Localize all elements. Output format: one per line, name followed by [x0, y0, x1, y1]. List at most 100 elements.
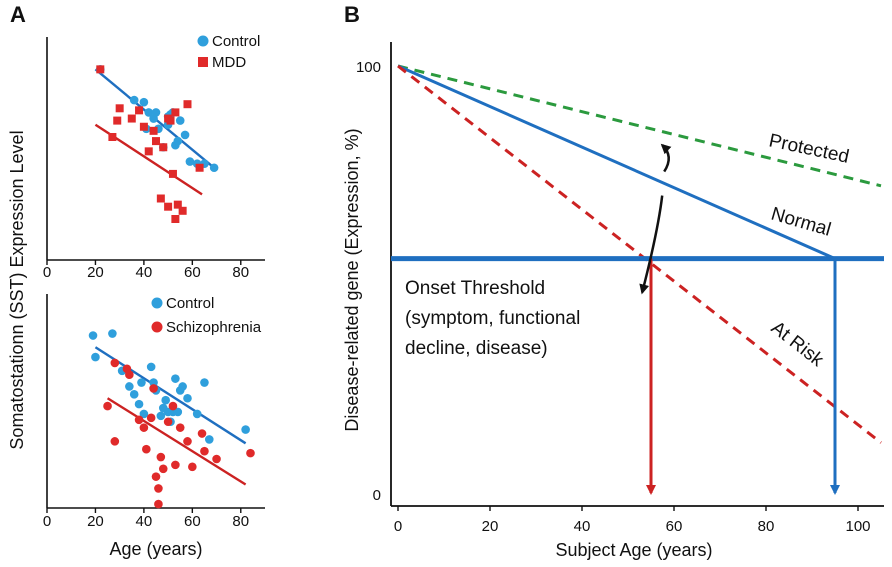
data-point-schizophrenia [246, 448, 255, 458]
data-point-schizophrenia [154, 499, 163, 509]
data-point-mdd [178, 206, 187, 215]
data-point-control [178, 382, 187, 391]
panel-a-ylabel: Somatostationn (SST) Expression Level [7, 130, 27, 449]
chart-schizophrenia: Control Schizophrenia Age (years) 0 20 40 6… [43, 294, 265, 559]
threshold-label-line-2: (symptom, functional [405, 308, 580, 329]
x-tick-label: 60 [184, 264, 201, 281]
data-point-mdd [144, 147, 153, 156]
data-point-schizophrenia [158, 464, 168, 474]
data-point-control [137, 378, 146, 387]
data-point-mdd [166, 116, 175, 125]
data-point-mdd [156, 194, 165, 203]
data-point-schizophrenia [168, 401, 178, 411]
x-axis-label-subject-age: Subject Age (years) [555, 540, 712, 560]
data-point-control [183, 393, 192, 403]
trend-line-control [94, 346, 247, 445]
y-tick-label: 100 [356, 59, 381, 76]
data-point-control [171, 374, 180, 383]
data-point-mdd [171, 108, 180, 117]
data-point-schizophrenia [171, 460, 180, 470]
data-point-control [139, 409, 149, 419]
data-point-mdd [173, 200, 182, 209]
data-point-control [185, 157, 195, 166]
shift-arrow-down [639, 195, 664, 295]
data-point-control [173, 136, 183, 146]
legend-schizophrenia-label: Schizophrenia [166, 319, 262, 336]
data-point-control [204, 435, 214, 444]
data-point-control [151, 108, 161, 117]
data-point-schizophrenia [151, 472, 161, 481]
data-point-control [149, 378, 158, 387]
x-tick-label: 40 [136, 513, 153, 530]
data-point-schizophrenia [188, 462, 197, 472]
x-axis-label-age: Age (years) [109, 539, 202, 559]
data-point-mdd [195, 163, 204, 172]
data-point-control [241, 425, 250, 434]
data-point-control [144, 108, 154, 117]
threshold-label-line-1: Onset Threshold [405, 278, 545, 299]
data-point-control [161, 395, 170, 405]
legend-mdd-label: MDD [212, 54, 246, 71]
data-point-control [129, 390, 139, 399]
data-point-control [108, 329, 117, 338]
data-point-schizophrenia [142, 444, 151, 454]
x-tick-label: 40 [136, 264, 153, 281]
data-point-control [129, 95, 139, 105]
data-point-control [156, 411, 166, 421]
y-axis-label-expression: Disease-related gene (Expression, %) [342, 128, 362, 431]
series-label-at-risk: At Risk [767, 317, 828, 371]
x-tick-label: 100 [845, 518, 870, 535]
data-point-control [180, 130, 190, 140]
data-point-mdd [139, 122, 148, 131]
data-point-schizophrenia [154, 484, 163, 493]
data-point-schizophrenia [125, 370, 134, 380]
data-point-schizophrenia [103, 401, 112, 411]
chart-mdd: Control MDD 0 20 40 60 80 [43, 33, 265, 281]
x-tick-label: 0 [394, 518, 402, 535]
data-point-schizophrenia [183, 437, 192, 446]
data-point-control [192, 409, 202, 419]
data-point-control [200, 378, 209, 387]
legend-control-label-2: Control [166, 295, 214, 312]
x-tick-label: 0 [43, 264, 51, 281]
data-point-mdd [152, 137, 160, 146]
series-line-at-risk [397, 64, 882, 444]
data-point-control [173, 407, 183, 417]
data-point-mdd [113, 116, 122, 125]
legend-marker-control [197, 35, 209, 47]
data-point-schizophrenia [175, 423, 185, 432]
x-tick-label: 20 [87, 264, 104, 281]
y-tick-label: 0 [373, 487, 381, 504]
data-point-control [125, 382, 134, 391]
data-point-mdd [115, 104, 124, 113]
legend-marker-mdd [198, 57, 208, 67]
data-point-mdd [108, 133, 117, 141]
x-tick-label: 80 [758, 518, 775, 535]
data-point-schizophrenia [163, 417, 173, 427]
data-point-mdd [149, 126, 158, 135]
data-point-mdd [183, 100, 192, 109]
data-point-schizophrenia [212, 454, 221, 464]
x-tick-label: 20 [482, 518, 499, 535]
threshold-label-line-3: decline, disease) [405, 338, 548, 359]
data-point-schizophrenia [156, 452, 166, 462]
data-point-control [209, 163, 219, 173]
x-tick-label: 20 [87, 513, 104, 530]
trend-line-schizophrenia [106, 397, 247, 486]
data-point-schizophrenia [149, 384, 158, 393]
data-point-control [146, 362, 156, 372]
data-point-mdd [168, 169, 177, 178]
data-point-mdd [164, 202, 173, 211]
x-tick-label: 60 [666, 518, 683, 535]
data-point-control [139, 97, 149, 107]
data-point-schizophrenia [110, 358, 120, 368]
data-point-mdd [135, 106, 144, 115]
panel-a-label: A [10, 2, 26, 27]
data-point-schizophrenia [200, 446, 209, 456]
data-point-control [175, 116, 185, 125]
data-point-control [134, 399, 144, 409]
data-point-control [91, 352, 100, 362]
data-point-schizophrenia [134, 415, 144, 425]
data-point-mdd [127, 114, 136, 123]
